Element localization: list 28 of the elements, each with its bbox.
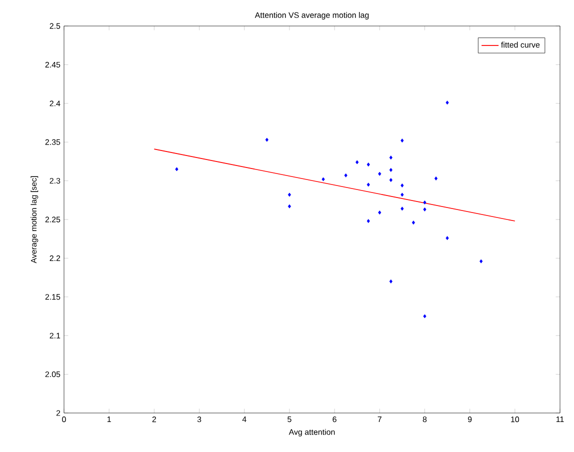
point [288,192,291,197]
point [389,178,392,182]
point [434,176,438,180]
point [378,172,382,176]
point [400,206,404,211]
point [322,177,325,182]
point [356,160,359,164]
point [389,279,392,284]
point [265,138,268,142]
point [480,259,483,264]
point [288,204,291,208]
point [366,219,370,224]
point [400,192,404,197]
point [446,100,449,105]
point [389,156,392,160]
point [423,314,426,318]
point [400,183,404,188]
point [446,236,449,240]
point [366,162,370,167]
point [366,182,370,187]
point [175,167,178,172]
point [389,168,392,172]
point [400,138,404,143]
point [378,210,382,215]
point [412,220,416,225]
point [423,207,426,212]
point [344,173,348,178]
point [423,200,426,204]
